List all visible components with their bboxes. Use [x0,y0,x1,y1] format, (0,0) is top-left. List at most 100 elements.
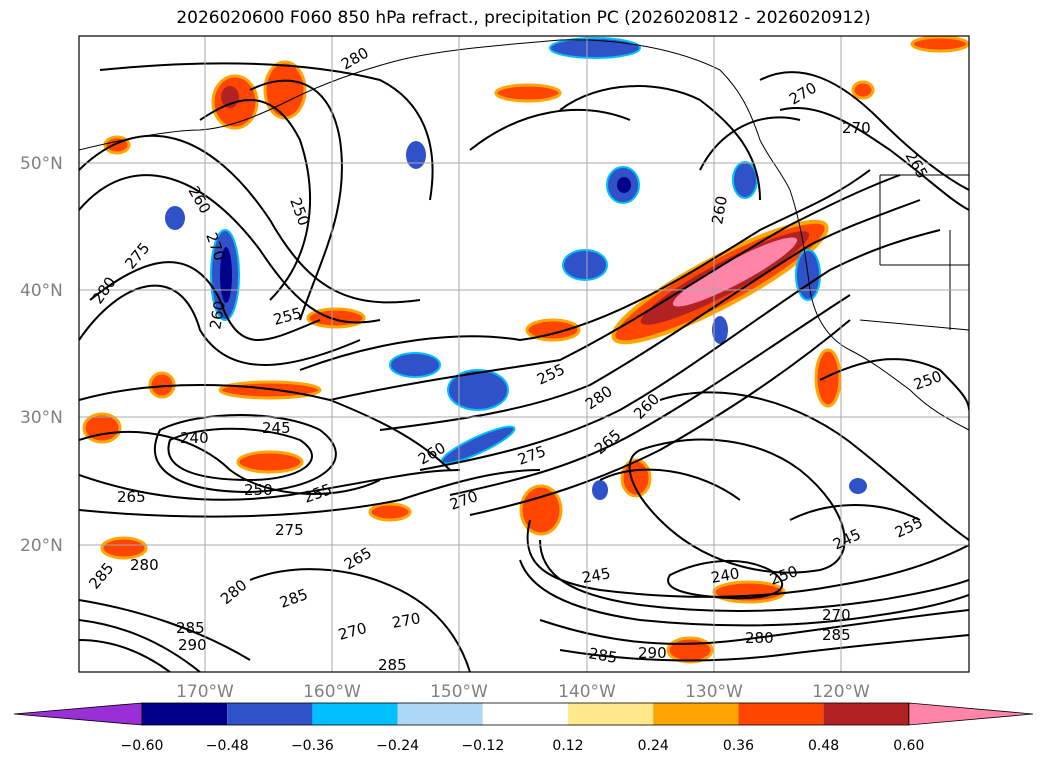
contour-line [79,469,461,501]
lon-label-170w: 170°W [176,682,234,702]
contour-line [299,169,871,371]
precip-negative-patch [732,161,758,199]
contour-line [419,229,941,471]
contour-line [153,414,337,494]
contour-line [519,559,969,627]
contour-label: 260 [708,194,731,225]
colorbar: −0.60 −0.48 −0.36 −0.24 −0.12 0.12 0.24 … [13,702,1034,754]
contour-line [559,85,761,201]
map-frame [78,35,970,673]
contour-line [249,568,471,672]
contour-label: 290 [638,644,667,662]
precip-positive-patch [814,348,842,408]
colorbar-extend-low [13,702,143,726]
state-border [859,319,969,331]
contour-line [779,107,969,211]
precip-negative-patch [406,141,426,169]
precip-negative-core [220,247,232,303]
lat-label-40n: 40°N [20,281,63,301]
colorbar-segment [482,703,568,725]
contour-label: 270 [842,119,871,137]
contour-line [79,619,201,672]
colorbar-segment [227,703,313,725]
lat-label-30n: 30°N [20,408,63,428]
colorbar-tick: −0.48 [206,738,249,754]
contour-line [199,99,311,301]
lon-label-160w: 160°W [303,682,361,702]
colorbar-tick: 0.48 [808,738,839,754]
precip-negative-core [617,177,631,193]
precip-positive-patch [82,412,122,444]
contour-label: 245 [581,564,612,587]
colorbar-ticks: −0.60 −0.48 −0.36 −0.24 −0.12 0.12 0.24 … [121,738,925,754]
contour-line [628,438,846,574]
precip-negative-patch [849,478,867,494]
colorbar-tick: −0.36 [291,738,334,754]
contour-line [329,174,901,401]
precip-negative-patch [562,249,608,281]
colorbar-tick: 0.36 [723,738,754,754]
contour-line [539,609,969,645]
precip-positive-patch [525,318,581,342]
longitude-labels: 170°W 160°W 150°W 140°W 130°W 120°W [176,682,870,702]
graticule [79,36,969,672]
contour-line [599,468,741,501]
contour-line [469,319,851,516]
contour-line [449,294,851,496]
lon-label-140w: 140°W [558,682,616,702]
precip-positive-patch [494,83,562,103]
precip-positive-patch [851,80,875,100]
contour-label: 275 [275,521,304,539]
contour-label: 270 [822,606,851,624]
contour-label: 285 [822,626,851,644]
contour-label: 260 [206,299,229,330]
precip-positive-patch [519,484,563,536]
contour-label: 285 [587,644,618,667]
colorbar-segment [568,703,654,725]
precip-max-band [672,237,798,307]
contour-line [539,539,969,612]
contour-label: 245 [262,419,291,437]
colorbar-segment [397,703,483,725]
contour-line [79,174,381,324]
contour-label: 250 [244,481,273,499]
contour-line [79,284,361,366]
contour-label: 265 [117,488,146,506]
contour-label: 280 [745,629,774,647]
chart-title: 2026020600 F060 850 hPa refract., precip… [176,8,871,28]
contour-line [79,430,381,495]
coastline [79,39,969,431]
contour-line [79,639,171,672]
colorbar-extend-high [908,702,1034,726]
contour-label: 270 [391,609,422,632]
colorbar-tick: 0.24 [638,738,669,754]
contour-line [79,469,541,518]
colorbar-tick: 0.12 [552,738,583,754]
pacific-northwest-coast [789,189,969,431]
precip-negative-patch [592,480,608,500]
map-area: 280 260 270 260 250 280 275 270 265 255 … [79,36,969,674]
precip-positive-patch [236,450,304,474]
lat-label-50n: 50°N [20,154,63,174]
contour-label: 285 [378,656,407,674]
alaska-coast [79,39,791,191]
colorbar-tick: −0.12 [461,738,504,754]
contour-line [79,599,251,661]
precip-negative-patch [447,369,509,411]
precip-negative-patch [549,37,641,59]
contour-line [759,71,969,191]
precip-negative-patch [389,352,441,378]
colorbar-segment [653,703,739,725]
colorbar-tick: 0.60 [893,738,924,754]
colorbar-segment [312,703,398,725]
colorbar-tick: −0.60 [121,738,164,754]
precip-negative-patch [165,206,185,230]
contour-line [167,427,313,482]
contour-label: 285 [176,619,205,637]
contour-line [79,384,451,471]
colorbar-segment [142,703,228,725]
contour-label: 290 [178,636,207,654]
contour-line [559,634,969,662]
precip-negative-patch [712,316,728,344]
